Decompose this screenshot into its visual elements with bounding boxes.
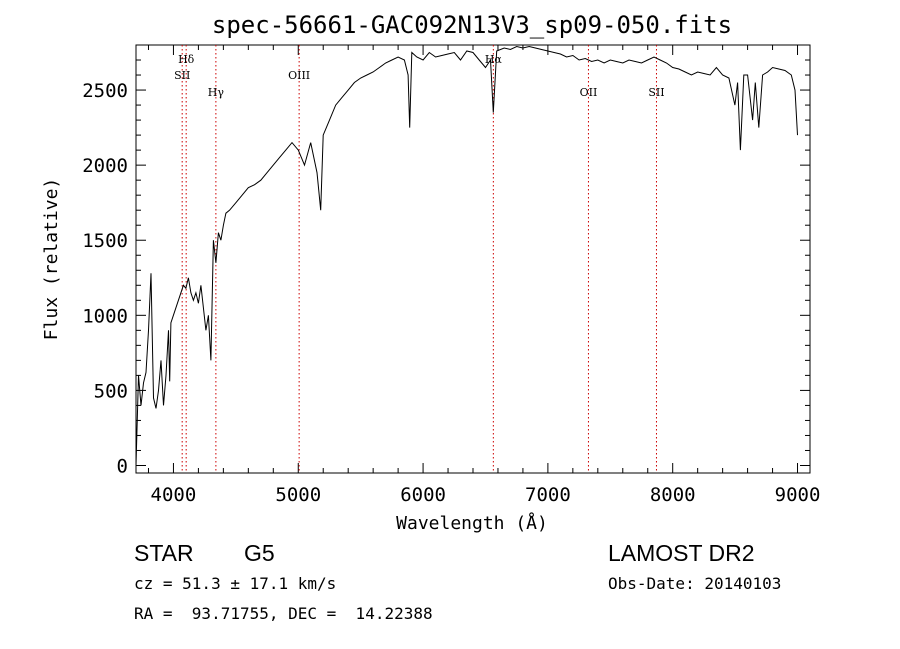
line-marker-label: Hδ [178, 53, 195, 66]
y-tick-label: 1000 [82, 305, 128, 327]
line-marker-label: SII [174, 69, 190, 82]
star-subclass: G5 [244, 540, 275, 566]
y-tick-label: 2000 [82, 155, 128, 177]
x-tick-label: 4000 [151, 484, 197, 506]
plot-frame [135, 44, 811, 474]
x-tick-label: 9000 [775, 484, 821, 506]
x-tick-label: 7000 [525, 484, 571, 506]
line-marker-label: OIII [288, 69, 310, 82]
x-axis-label: Wavelength (Å) [396, 512, 548, 534]
y-axis-label: Flux (relative) [41, 178, 62, 341]
y-tick-label: 0 [117, 455, 128, 477]
y-tick-label: 1500 [82, 230, 128, 252]
survey-label: LAMOST DR2 [608, 540, 755, 566]
cz-value: cz = 51.3 ± 17.1 km/s [134, 574, 337, 593]
obs-date: Obs-Date: 20140103 [608, 574, 782, 593]
x-tick-label: 5000 [275, 484, 321, 506]
line-marker-label: SII [648, 86, 664, 99]
x-tick-label: 6000 [400, 484, 446, 506]
chart-title: spec-56661-GAC092N13V3_sp09-050.fits [212, 11, 732, 39]
coordinates: RA = 93.71755, DEC = 14.22388 [134, 604, 433, 623]
y-tick-label: 500 [94, 380, 128, 402]
line-marker-label: OII [580, 86, 598, 99]
x-tick-label: 8000 [650, 484, 696, 506]
star-class: STAR [134, 540, 194, 566]
line-marker-label: Hγ [208, 86, 225, 99]
spectrum-line [135, 45, 798, 466]
y-tick-label: 2500 [82, 80, 128, 102]
